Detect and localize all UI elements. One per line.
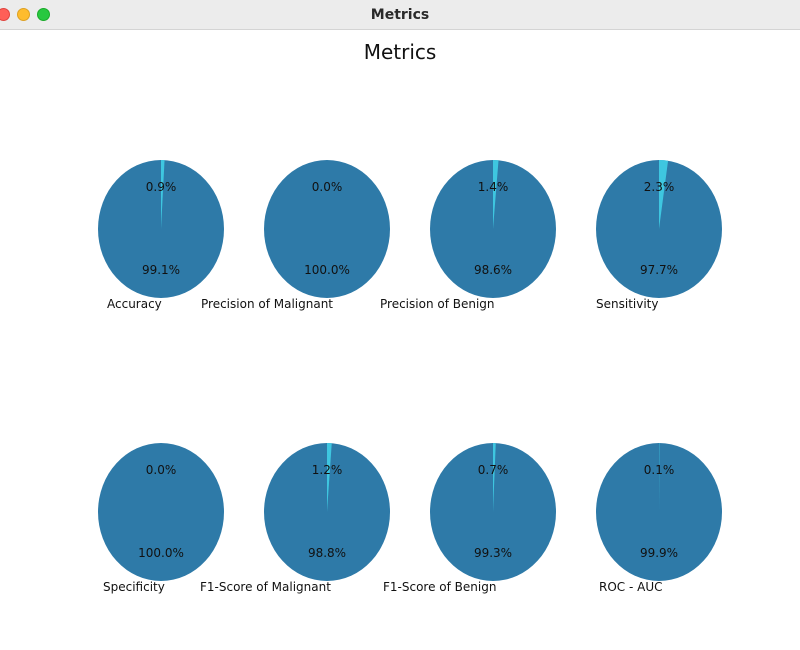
pie-slice-minor [659,160,669,229]
pie-data-label-minor: 1.2% [312,463,343,477]
pie-chart-4: 2.3% 97.7% Sensitivity [596,160,722,311]
pie-slice-minor [493,443,496,512]
chart-title: Metrics [363,40,437,64]
pie-slice-minor [161,160,165,229]
pie-slice-minor [493,160,499,229]
pie-data-label-major: 99.9% [640,546,678,560]
pie-data-label-minor: 1.4% [478,180,509,194]
window-titlebar: Metrics [0,0,800,30]
pie-chart-label: F1-Score of Benign [383,580,496,594]
pie-data-label-major: 100.0% [138,546,184,560]
pie-chart-label: Specificity [103,580,165,594]
pie-data-label-major: 99.1% [142,263,180,277]
pie-slice-minor [327,443,332,512]
pie-chart-3: 1.4% 98.6% Precision of Benign [380,160,556,311]
pie-chart-label: ROC - AUC [599,580,663,594]
pie-data-label-major: 98.8% [308,546,346,560]
pie-data-label-major: 100.0% [304,263,350,277]
pie-chart-1: 0.9% 99.1% Accuracy [98,160,224,311]
pie-chart-8: 0.1% 99.9% ROC - AUC [596,442,722,594]
pie-chart-label: Accuracy [107,297,162,311]
pie-data-label-major: 99.3% [474,546,512,560]
minimize-window-button[interactable] [17,8,30,21]
pie-chart-7: 0.7% 99.3% F1-Score of Benign [383,443,556,594]
pie-chart-2: 0.0% 100.0% Precision of Malignant [201,160,390,311]
pie-chart-label: Sensitivity [596,297,658,311]
pie-data-label-minor: 2.3% [644,180,675,194]
pie-data-label-minor: 0.7% [478,463,509,477]
pie-data-label-minor: 0.0% [312,180,343,194]
pie-chart-label: Precision of Benign [380,297,495,311]
zoom-window-button[interactable] [37,8,50,21]
pie-data-label-minor: 0.0% [146,463,177,477]
close-window-button[interactable] [0,8,10,21]
pie-chart-label: Precision of Malignant [201,297,333,311]
pie-data-label-major: 98.6% [474,263,512,277]
window-title: Metrics [370,7,430,23]
pie-chart-label: F1-Score of Malignant [200,580,331,594]
pie-data-label-minor: 0.9% [146,180,177,194]
pie-chart-6: 1.2% 98.8% F1-Score of Malignant [200,443,390,594]
pie-data-label-major: 97.7% [640,263,678,277]
pie-data-label-minor: 0.1% [644,463,675,477]
pie-chart-5: 0.0% 100.0% Specificity [98,443,224,594]
